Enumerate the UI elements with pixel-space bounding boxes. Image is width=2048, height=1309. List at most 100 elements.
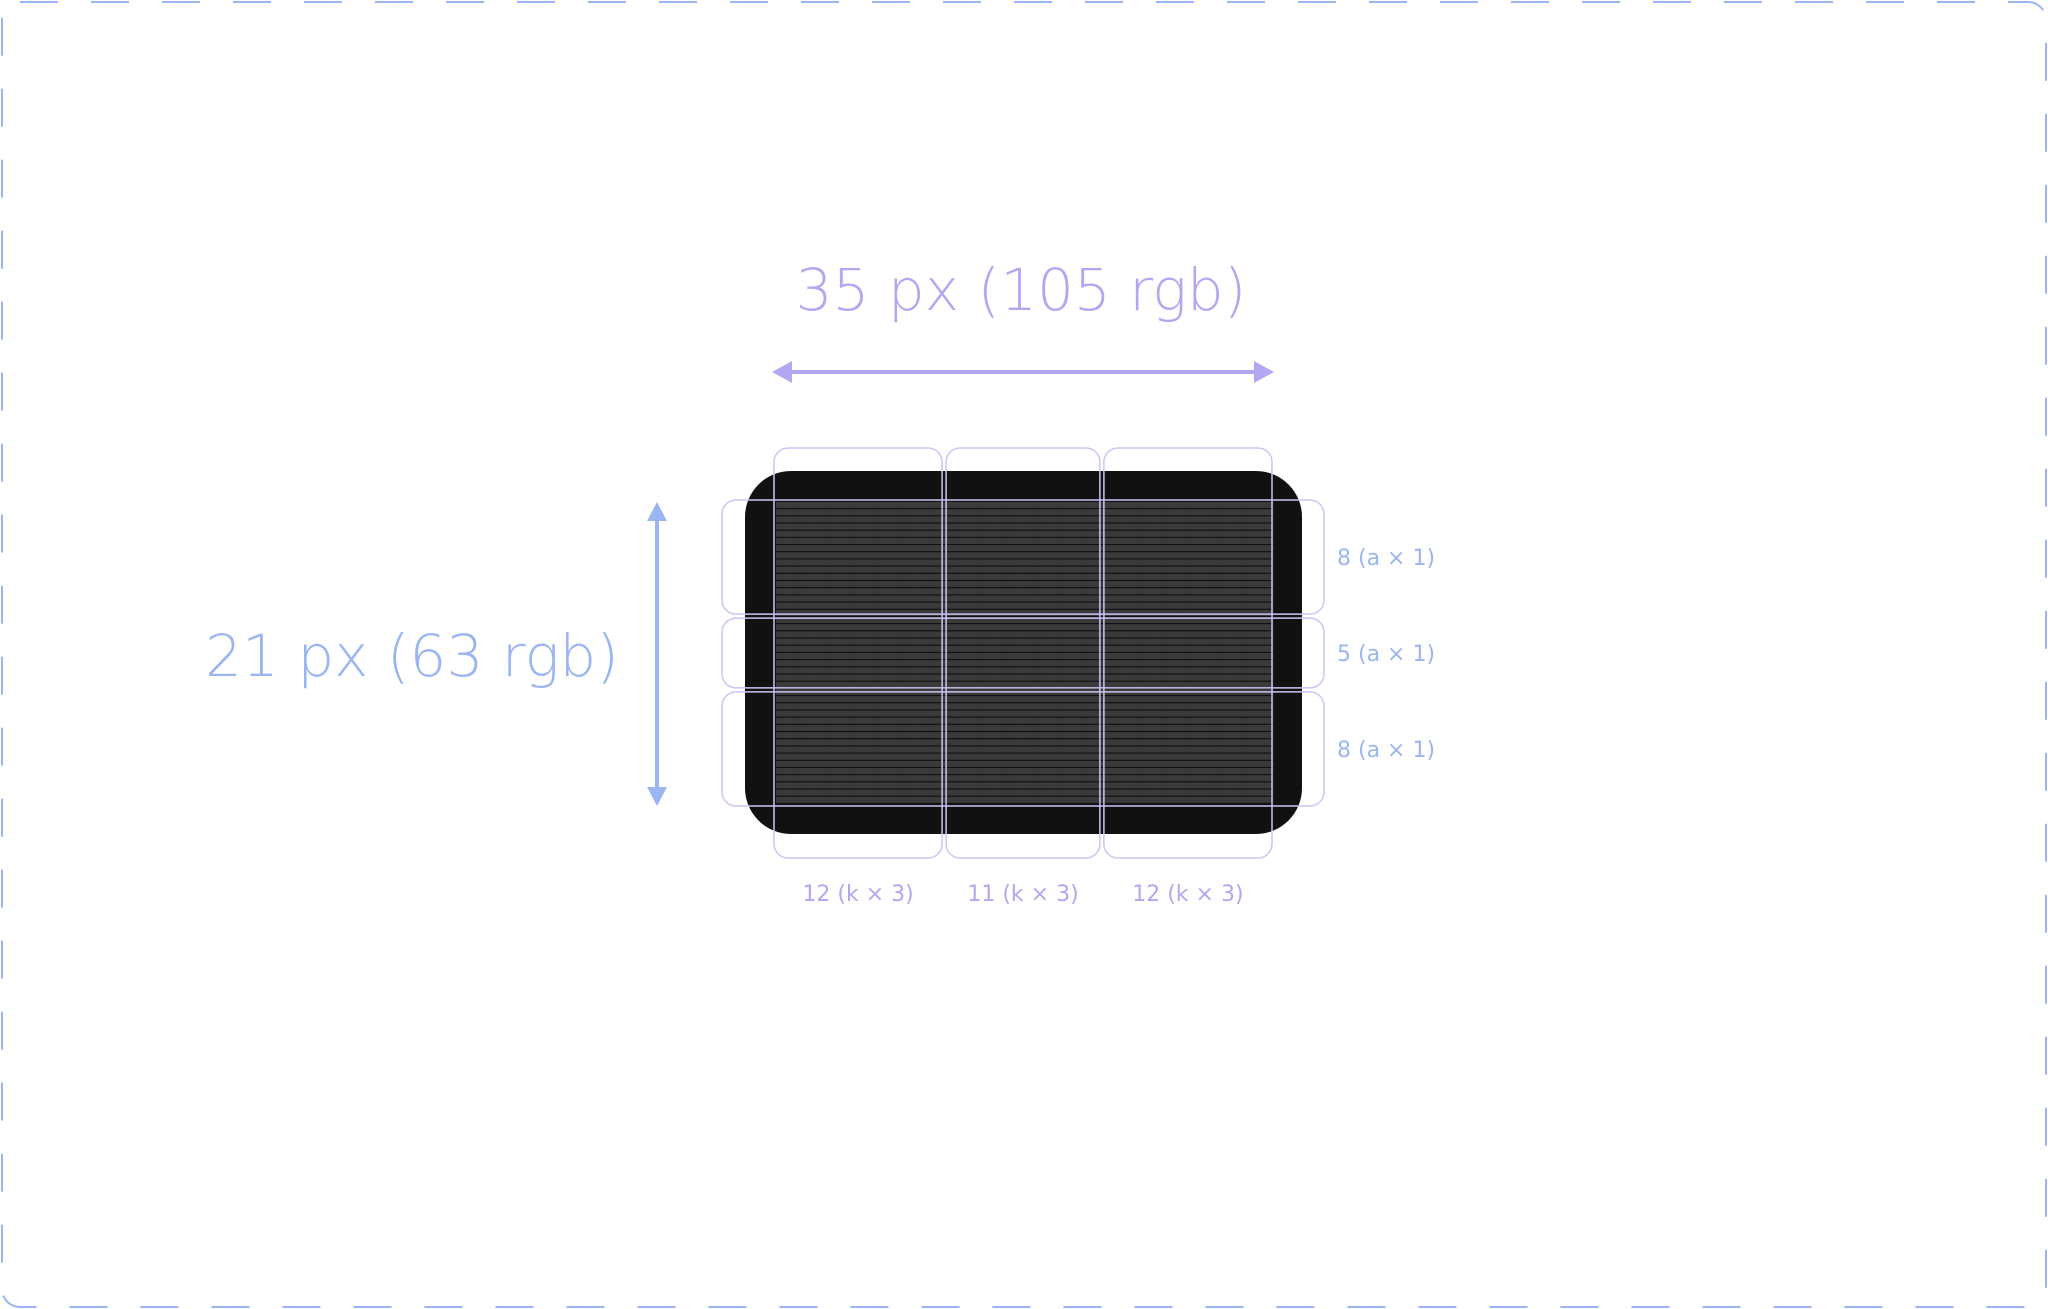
pixel-dot (1248, 545, 1255, 552)
pixel-dot (998, 724, 1004, 731)
pixel-dot (1031, 624, 1038, 631)
pixel-dot (776, 660, 782, 667)
pixel-dot (1158, 645, 1165, 652)
pixel-dot (794, 753, 801, 760)
pixel-dot (993, 624, 1000, 631)
pixel-dot (1201, 595, 1208, 602)
pixel-dot (960, 638, 967, 645)
pixel-dot (898, 581, 905, 588)
pixel-dot (1016, 674, 1023, 681)
pixel-dot (1101, 530, 1108, 537)
pixel-dot (1092, 667, 1099, 674)
pixel-dot (1064, 638, 1071, 645)
pixel-dot (1196, 710, 1203, 717)
pixel-dot (870, 588, 877, 595)
pixel-dot (927, 502, 934, 508)
pixel-dot (799, 538, 806, 544)
pixel-dot (1182, 631, 1189, 638)
pixel-dot (884, 559, 891, 566)
pixel-dot (1267, 545, 1274, 552)
pixel-dot (856, 760, 863, 767)
pixel-dot (1073, 681, 1080, 688)
pixel-dot (818, 782, 825, 789)
row-labels: 8 (a × 1)5 (a × 1)8 (a × 1) (1337, 546, 1435, 763)
pixel-dot (1073, 638, 1080, 645)
pixel-dot (832, 667, 839, 674)
pixel-dot (846, 581, 853, 588)
pixel-dot (1196, 703, 1203, 710)
pixel-dot (790, 753, 797, 760)
pixel-dot (988, 617, 995, 623)
pixel-dot (1149, 739, 1156, 746)
pixel-dot (993, 595, 1000, 602)
pixel-dot (842, 509, 849, 516)
pixel-dot (1224, 674, 1231, 681)
pixel-dot (804, 681, 811, 688)
pixel-dot (1144, 746, 1151, 753)
pixel-dot (861, 703, 867, 710)
pixel-dot (1248, 717, 1255, 724)
pixel-dot (1045, 509, 1052, 516)
pixel-dot (818, 753, 825, 760)
pixel-dot (1220, 645, 1226, 652)
pixel-dot (1262, 760, 1269, 767)
pixel-dot (908, 581, 915, 588)
pixel-dot (898, 595, 905, 602)
pixel-dot (865, 545, 872, 552)
pixel-dot (983, 782, 990, 789)
pixel-dot (1163, 638, 1170, 645)
pixel-dot (1078, 796, 1085, 803)
pixel-dot (1135, 552, 1141, 559)
pixel-dot (884, 710, 891, 717)
pixel-dot (1158, 552, 1165, 559)
pixel-dot (1243, 530, 1250, 537)
pixel-dot (1257, 645, 1264, 652)
pixel-dot (1021, 509, 1028, 516)
pixel-dot (1257, 552, 1264, 559)
pixel-dot (1163, 703, 1170, 710)
pixel-dot (1101, 617, 1108, 623)
pixel-dot (1205, 581, 1212, 588)
pixel-dot (856, 710, 863, 717)
pixel-dot (1201, 782, 1208, 789)
pixel-dot (1135, 775, 1141, 782)
pixel-dot (993, 768, 1000, 774)
pixel-dot (1092, 516, 1099, 523)
pixel-dot (1215, 653, 1222, 659)
pixel-dot (1092, 717, 1099, 724)
pixel-dot (1257, 710, 1264, 717)
pixel-dot (879, 724, 886, 731)
pixel-dot (1130, 703, 1137, 710)
pixel-dot (813, 645, 820, 652)
pixel-dot (794, 681, 801, 688)
pixel-dot (832, 602, 839, 609)
pixel-dot (1158, 653, 1165, 659)
pixel-dot (950, 523, 957, 530)
pixel-dot (794, 566, 801, 573)
pixel-dot (1120, 724, 1127, 731)
pixel-dot (1191, 760, 1198, 767)
pixel-dot (1267, 559, 1274, 566)
pixel-dot (1106, 530, 1113, 537)
pixel-dot (1068, 602, 1075, 609)
pixel-dot (794, 717, 801, 724)
pixel-dot (1120, 732, 1127, 739)
pixel-dot (1168, 538, 1175, 544)
pixel-dot (1087, 710, 1094, 717)
pixel-dot (832, 703, 839, 710)
pixel-dot (1191, 681, 1198, 688)
pixel-dot (828, 538, 834, 544)
arrow-down-icon (647, 787, 667, 806)
pixel-dot (1021, 732, 1028, 739)
pixel-dot (813, 573, 820, 580)
pixel-dot (1168, 732, 1175, 739)
pixel-dot (903, 739, 910, 746)
pixel-dot (799, 775, 806, 782)
pixel-dot (965, 746, 971, 753)
pixel-dot (846, 538, 853, 544)
pixel-dot (983, 710, 990, 717)
pixel-dot (1026, 753, 1033, 760)
pixel-dot (1257, 502, 1264, 508)
pixel-dot (1050, 538, 1056, 544)
pixel-dot (1144, 602, 1151, 609)
